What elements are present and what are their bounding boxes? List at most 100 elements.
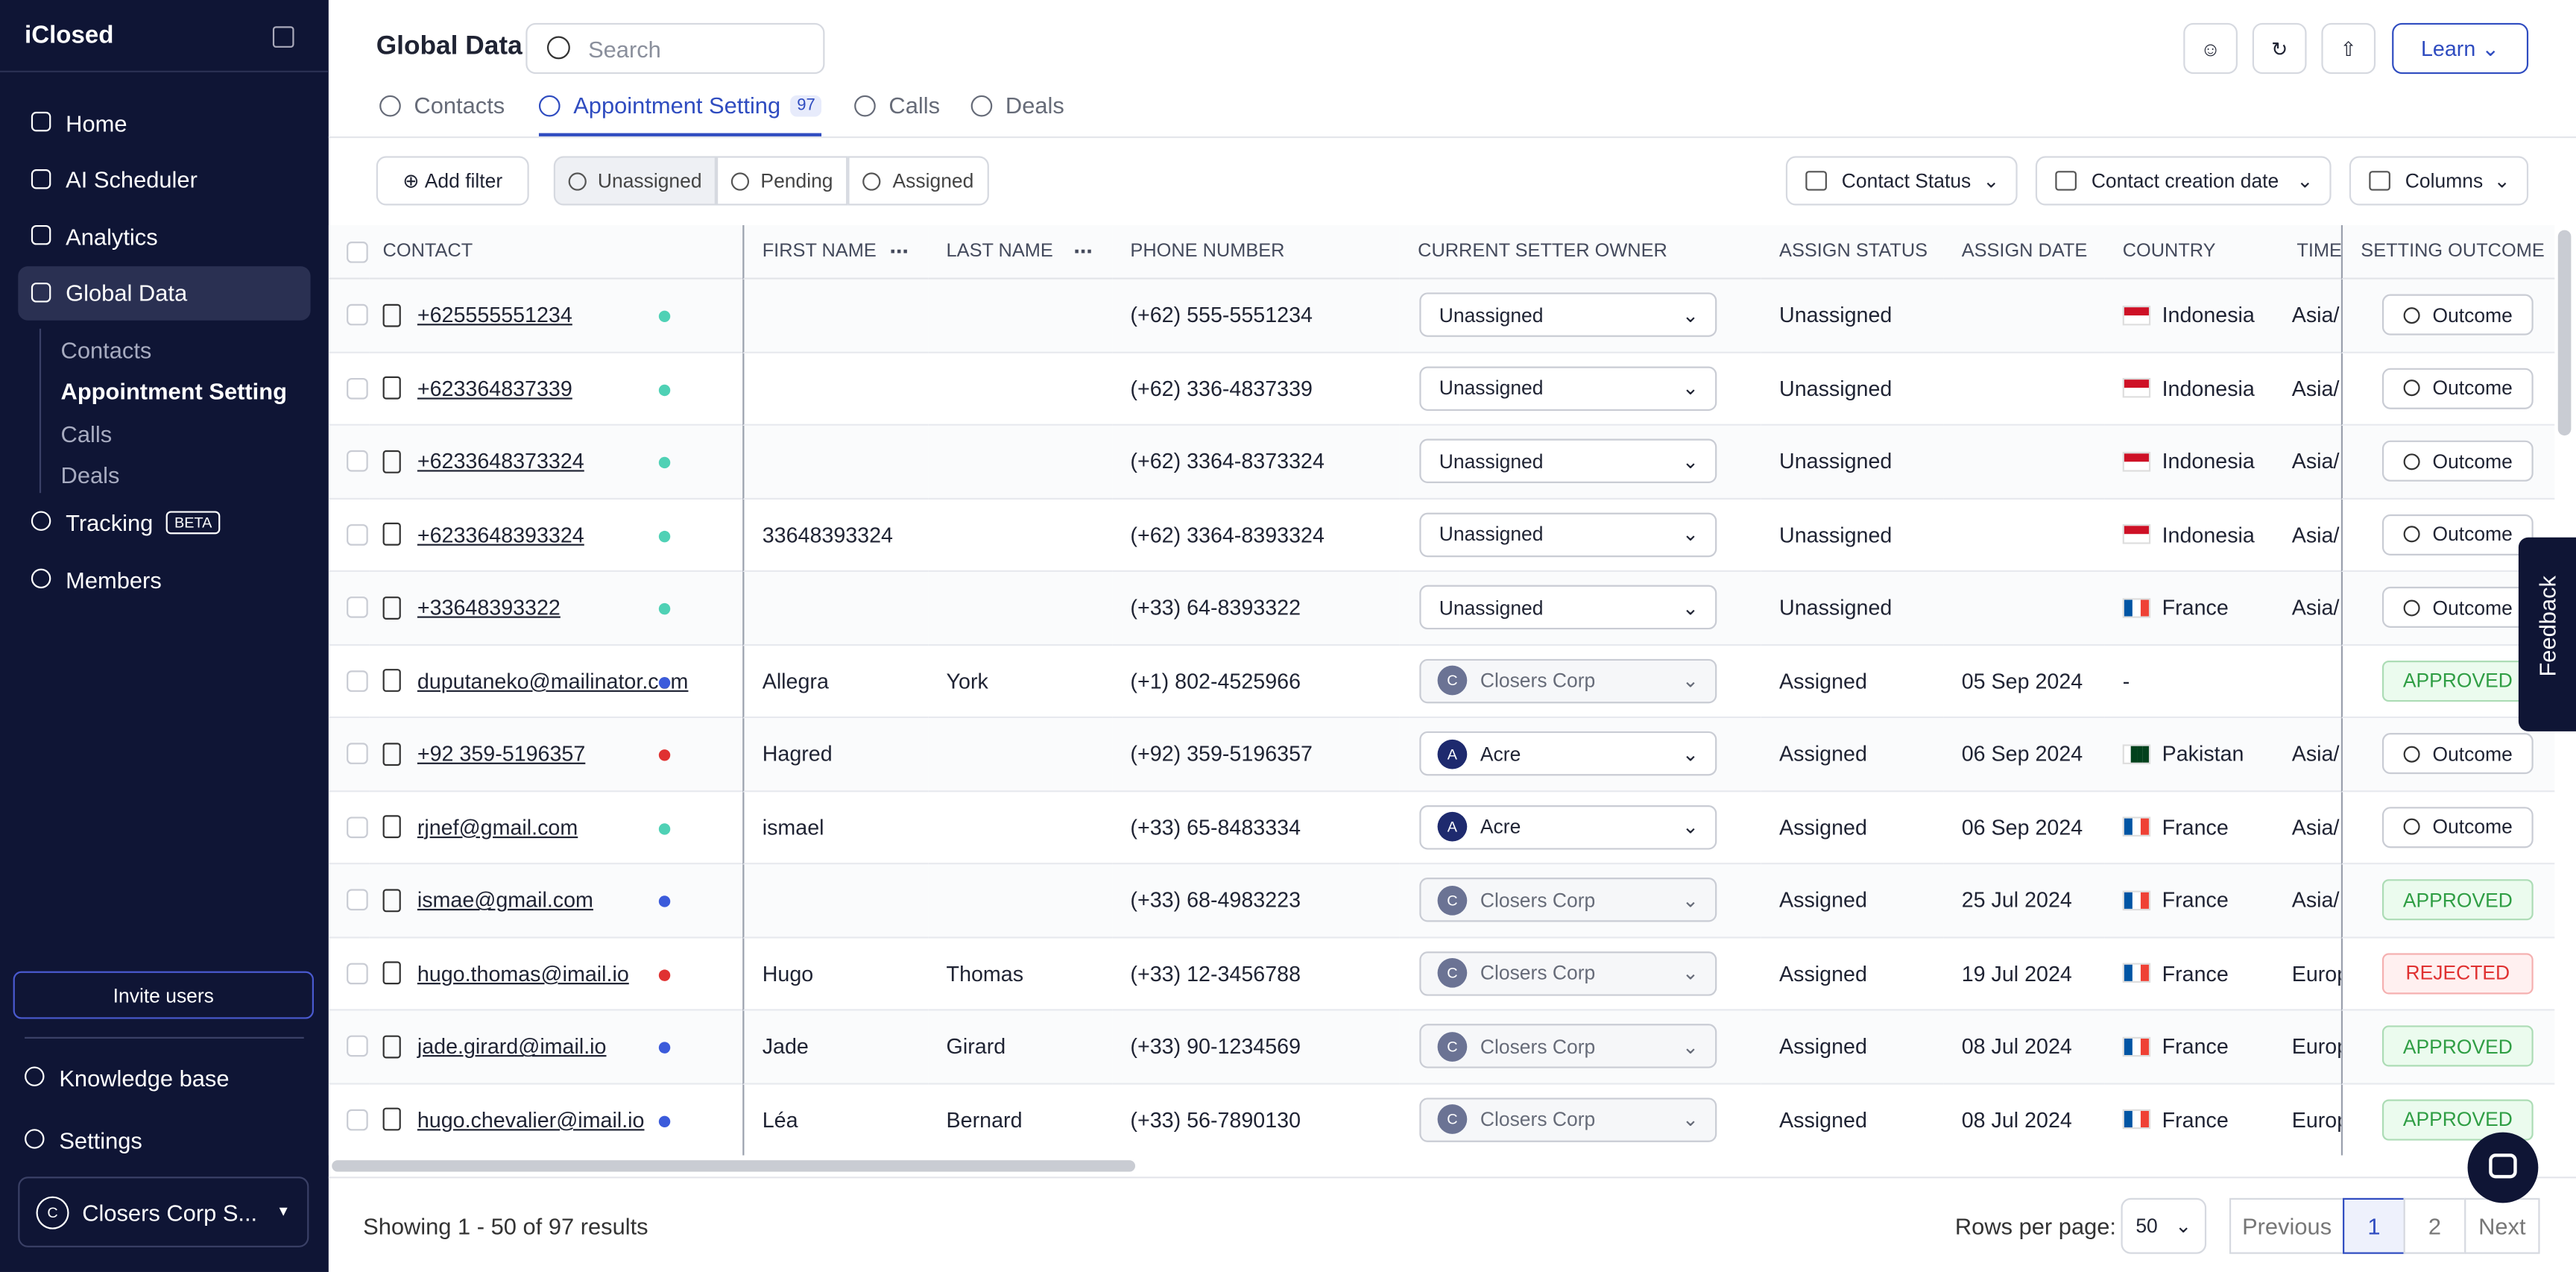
- owner-select[interactable]: Unassigned ⌄: [1419, 585, 1717, 630]
- owner-cell: C Closers Corp ⌄: [1399, 1010, 1761, 1084]
- checkbox[interactable]: [347, 670, 368, 692]
- add-filter-button[interactable]: ⊕ Add filter: [376, 156, 529, 206]
- checkbox[interactable]: [347, 523, 368, 546]
- contact-cell: +625555551234: [369, 279, 743, 353]
- flag: [2122, 1109, 2151, 1130]
- contact-link[interactable]: ismae@gmail.com: [417, 887, 593, 913]
- dropdown[interactable]: Columns ⌄: [2349, 156, 2529, 206]
- checkbox[interactable]: [347, 240, 368, 262]
- contact-link[interactable]: jade.girard@imail.io: [417, 1033, 607, 1059]
- subnav-item[interactable]: Appointment Setting: [60, 378, 287, 405]
- time-cell: Asia/: [2279, 791, 2341, 865]
- export-button[interactable]: ⇧: [2321, 22, 2376, 75]
- contact-link[interactable]: +92 359-5196357: [417, 741, 586, 766]
- text: Europ: [2291, 1107, 2341, 1133]
- contact-link[interactable]: +625555551234: [417, 303, 572, 328]
- feedback-tab[interactable]: Feedback: [2518, 537, 2576, 731]
- segment-button[interactable]: Assigned: [847, 156, 989, 206]
- dropdown[interactable]: Contact Status ⌄: [1785, 156, 2018, 206]
- owner-name: Closers Corp: [1480, 1035, 1596, 1058]
- outcome-button[interactable]: Outcome: [2381, 733, 2534, 775]
- outcome-button[interactable]: Outcome: [2381, 441, 2534, 482]
- checkbox[interactable]: [347, 1109, 368, 1130]
- nav-item[interactable]: Settings: [11, 1112, 303, 1167]
- text: Indonesia: [2162, 303, 2255, 328]
- dropdown[interactable]: Contact creation date ⌄: [2035, 156, 2332, 206]
- page-button[interactable]: 1: [2343, 1197, 2405, 1254]
- segment-button[interactable]: Unassigned: [553, 156, 716, 206]
- flag: [2122, 378, 2151, 398]
- owner-select[interactable]: Unassigned ⌄: [1419, 292, 1717, 338]
- column-menu[interactable]: ⋯: [889, 243, 909, 263]
- owner-cell: C Closers Corp ⌄: [1399, 864, 1761, 938]
- subnav-item[interactable]: Contacts: [60, 336, 152, 364]
- previous-button[interactable]: Previous: [2229, 1197, 2345, 1254]
- outcome-button[interactable]: Outcome: [2381, 514, 2534, 555]
- owner-select[interactable]: A Acre ⌄: [1419, 731, 1717, 776]
- contact-link[interactable]: +6233648393324: [417, 522, 584, 547]
- flag: [2122, 1036, 2151, 1057]
- phone-cell: (+62) 3364-8393324: [1112, 498, 1400, 573]
- checkbox[interactable]: [347, 963, 368, 984]
- tab[interactable]: Deals: [970, 92, 1064, 136]
- workspace-switcher[interactable]: C Closers Corp S... ▾: [18, 1177, 309, 1247]
- subnav-item[interactable]: Deals: [60, 462, 120, 488]
- owner-name: Closers Corp: [1480, 1108, 1596, 1131]
- refresh-button[interactable]: ↻: [2252, 22, 2307, 75]
- contact-link[interactable]: +6233648373324: [417, 449, 584, 474]
- add-contact-button[interactable]: ☺: [2183, 22, 2238, 75]
- flag-stripe: [2132, 965, 2141, 982]
- column-menu[interactable]: ⋯: [1073, 243, 1093, 263]
- checkbox[interactable]: [347, 304, 368, 326]
- chevron: ⌄: [1682, 1035, 1699, 1058]
- checkbox[interactable]: [347, 816, 368, 838]
- contact-link[interactable]: duputaneko@mailinator.com: [417, 668, 689, 693]
- learn-button[interactable]: Learn ⌄: [2392, 22, 2529, 75]
- checkbox[interactable]: [347, 377, 368, 400]
- contact-link[interactable]: +623364837339: [417, 376, 572, 401]
- nav-item[interactable]: Home: [18, 95, 310, 150]
- outcome-button[interactable]: Outcome: [2381, 587, 2534, 629]
- owner-select[interactable]: Unassigned ⌄: [1419, 365, 1717, 411]
- contact-link[interactable]: rjnef@gmail.com: [417, 814, 578, 840]
- nav-item[interactable]: Members: [18, 552, 310, 607]
- chat-button[interactable]: [2467, 1132, 2539, 1203]
- page-button[interactable]: 2: [2403, 1197, 2466, 1254]
- nav-item[interactable]: AI Scheduler: [18, 152, 310, 207]
- next-button[interactable]: Next: [2464, 1197, 2540, 1254]
- checkbox[interactable]: [347, 450, 368, 473]
- rows-select[interactable]: 50 ⌄: [2121, 1197, 2207, 1254]
- text: 05 Sep 2024: [1961, 668, 2083, 693]
- nav-item[interactable]: Knowledge base: [11, 1050, 303, 1104]
- outcome-button[interactable]: Outcome: [2381, 368, 2534, 409]
- owner-select[interactable]: Unassigned ⌄: [1419, 512, 1717, 557]
- collapse-button[interactable]: [272, 26, 294, 48]
- contact-link[interactable]: hugo.thomas@imail.io: [417, 960, 629, 986]
- search-input[interactable]: Search: [525, 22, 825, 75]
- segment-button[interactable]: Pending: [716, 156, 848, 206]
- owner-select[interactable]: A Acre ⌄: [1419, 805, 1717, 849]
- subnav-item[interactable]: Calls: [60, 420, 113, 447]
- tab[interactable]: Appointment Setting 97: [538, 92, 822, 136]
- nav-item[interactable]: Tracking BETA: [18, 494, 310, 549]
- contact-link[interactable]: hugo.chevalier@imail.io: [417, 1107, 645, 1133]
- tab[interactable]: Calls: [854, 92, 940, 136]
- outcome-button[interactable]: Outcome: [2381, 806, 2534, 848]
- owner-select[interactable]: Unassigned ⌄: [1419, 439, 1717, 484]
- checkbox[interactable]: [347, 889, 368, 911]
- text: Pakistan: [2162, 741, 2244, 766]
- label: Outcome: [2432, 450, 2513, 473]
- column-title: FIRST NAME: [762, 242, 877, 262]
- contact-link[interactable]: +33648393322: [417, 595, 561, 620]
- nav-item[interactable]: Analytics: [18, 209, 310, 263]
- checkbox[interactable]: [347, 1036, 368, 1057]
- invite-button[interactable]: Invite users: [13, 971, 314, 1019]
- header-cell: CONTACT: [369, 224, 743, 280]
- nav-item[interactable]: Global Data: [18, 265, 311, 320]
- checkbox[interactable]: [347, 743, 368, 765]
- text: Hagred: [762, 741, 833, 766]
- outcome-button[interactable]: Outcome: [2381, 295, 2534, 336]
- tab[interactable]: Contacts: [379, 92, 505, 136]
- checkbox[interactable]: [347, 596, 368, 619]
- last-name-cell: [928, 352, 1113, 426]
